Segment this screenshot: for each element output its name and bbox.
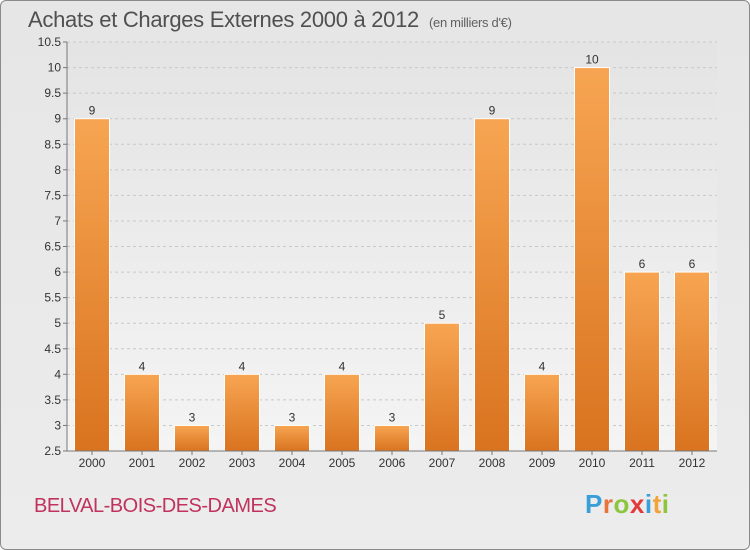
x-tick-label: 2004	[279, 456, 306, 470]
x-axis: 2000 2001 2002 2003 2004 2005 2006 2007 2008 2009…	[67, 450, 717, 470]
y-tick-label: 2.5	[44, 444, 61, 458]
commune-name: BELVAL-BOIS-DES-DAMES	[34, 495, 277, 517]
y-tick-label: 10	[48, 61, 62, 75]
y-tick-label: 9	[54, 112, 61, 126]
x-tick-label: 2008	[479, 456, 506, 470]
y-tick-label: 8	[54, 163, 61, 177]
bar-value-label: 4	[539, 359, 546, 373]
bar-value-label: 6	[689, 257, 696, 271]
bar-2006	[374, 424, 410, 452]
bar-value-label: 4	[339, 359, 346, 373]
logo-letter: r	[602, 489, 614, 519]
x-tick-label: 2006	[379, 456, 406, 470]
bar-value-label: 6	[639, 257, 646, 271]
x-tick-label: 2005	[329, 456, 356, 470]
bar-value-label: 9	[489, 104, 496, 118]
logo-letter: i	[644, 489, 653, 519]
bar-value-label: 9	[89, 104, 96, 118]
x-tick-label: 2002	[179, 456, 206, 470]
x-tick-label: 2001	[129, 456, 156, 470]
bar-2011	[624, 271, 660, 452]
y-tick-label: 3	[54, 418, 61, 432]
bar-2001	[124, 373, 160, 452]
y-tick-label: 8.5	[44, 137, 61, 151]
y-tick-label: 7	[54, 214, 61, 228]
x-tick-label: 2011	[629, 456, 655, 470]
bar-2002	[174, 424, 210, 452]
bar-2009	[524, 373, 560, 452]
x-tick-label: 2010	[579, 456, 606, 470]
y-tick-label: 6.5	[44, 240, 61, 254]
bar-2008	[474, 118, 510, 452]
logo-letter: o	[613, 489, 630, 519]
chart-unit: (en milliers d'€)	[428, 15, 512, 30]
bar-2005	[324, 373, 360, 452]
y-tick-label: 3.5	[44, 393, 61, 407]
y-tick-label: 4.5	[44, 342, 61, 356]
bars: 9 4 3 4 3 4 3 5 9 4 10 6 6	[74, 53, 710, 452]
y-tick-label: 4	[54, 367, 61, 381]
x-tick-label: 2000	[79, 456, 106, 470]
bar-value-label: 4	[239, 359, 246, 373]
y-tick-label: 5.5	[44, 291, 61, 305]
x-tick-label: 2012	[679, 456, 706, 470]
chart-title: Achats et Charges Externes 2000 à 2012 (e…	[28, 7, 512, 32]
bar-value-label: 3	[189, 410, 196, 424]
bar-value-label: 4	[139, 359, 146, 373]
bar-2007	[424, 322, 460, 452]
logo-letter: t	[652, 489, 662, 519]
proxiti-logo[interactable]: Proxiti	[585, 489, 669, 520]
bar-2003	[224, 373, 260, 452]
x-tick-label: 2007	[429, 456, 456, 470]
x-tick-label: 2009	[529, 456, 556, 470]
bar-2012	[674, 271, 710, 452]
y-tick-label: 7.5	[44, 188, 61, 202]
logo-letter: P	[585, 489, 603, 519]
logo-letter: x	[629, 489, 645, 519]
logo-letter: i	[661, 489, 670, 519]
bar-value-label: 5	[439, 308, 446, 322]
y-axis: 2.5 3 3.5 4 4.5 5 5.5 6 6.5 7 7.5 8 8.5 9 9.5 10 10.5	[38, 35, 68, 458]
bar-value-label: 3	[389, 410, 396, 424]
bar-2010	[574, 67, 610, 452]
y-tick-label: 9.5	[44, 86, 61, 100]
bar-2004	[274, 424, 310, 452]
bar-2000	[74, 118, 110, 452]
y-tick-label: 5	[54, 316, 61, 330]
bar-value-label: 10	[585, 53, 599, 67]
y-tick-label: 10.5	[38, 35, 62, 49]
bar-value-label: 3	[289, 410, 296, 424]
x-tick-label: 2003	[229, 456, 256, 470]
y-tick-label: 6	[54, 265, 61, 279]
